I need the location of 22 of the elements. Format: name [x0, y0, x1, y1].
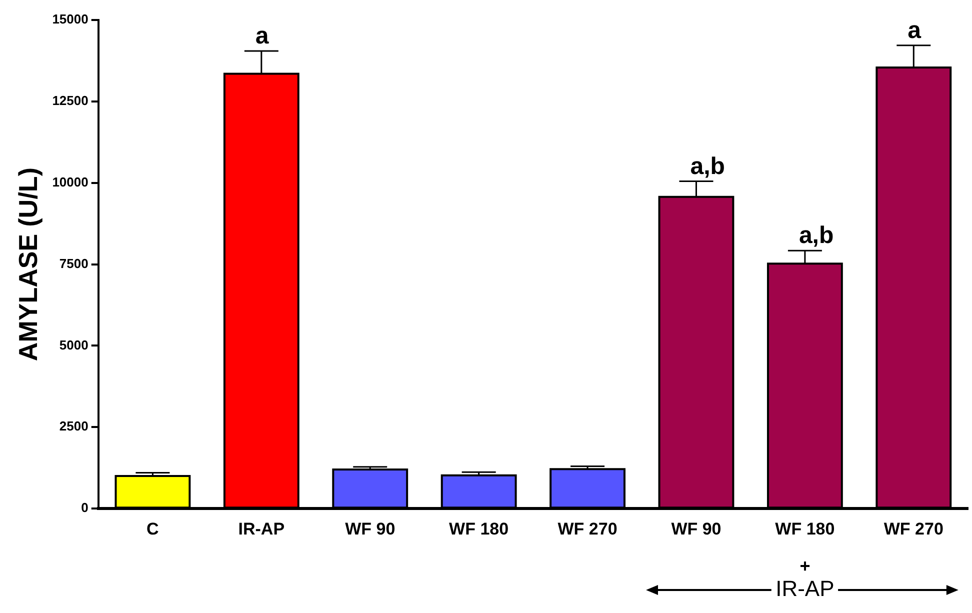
x-tick-label: WF 180 — [449, 519, 509, 538]
x-tick-label: C — [146, 519, 159, 538]
y-tick-label: 7500 — [59, 256, 88, 271]
data-label: a,b — [690, 152, 725, 180]
x-tick-label: WF 90 — [671, 519, 722, 538]
y-tick-label: 5000 — [59, 337, 88, 352]
text: + — [800, 556, 810, 576]
x-tick-label: WF 180 — [775, 519, 835, 538]
y-tick-label: 12500 — [52, 93, 88, 108]
y-axis-title: AMYLASE (U/L) — [12, 168, 43, 362]
data-label: a — [908, 17, 922, 44]
x-tick-label: WF 270 — [884, 519, 944, 538]
x-tick-label: WF 270 — [558, 519, 618, 538]
y-tick-label: 0 — [81, 500, 88, 516]
y-tick-label: 10000 — [52, 174, 88, 190]
y-tick-label: 2500 — [59, 418, 88, 434]
x-tick-label: IR-AP — [238, 519, 285, 538]
data-label: a — [255, 22, 270, 50]
x-tick-label: WF 90 — [345, 519, 396, 538]
y-tick-label: 15000 — [52, 12, 88, 27]
text: IR-AP — [776, 576, 834, 602]
data-label: a,b — [798, 222, 834, 250]
